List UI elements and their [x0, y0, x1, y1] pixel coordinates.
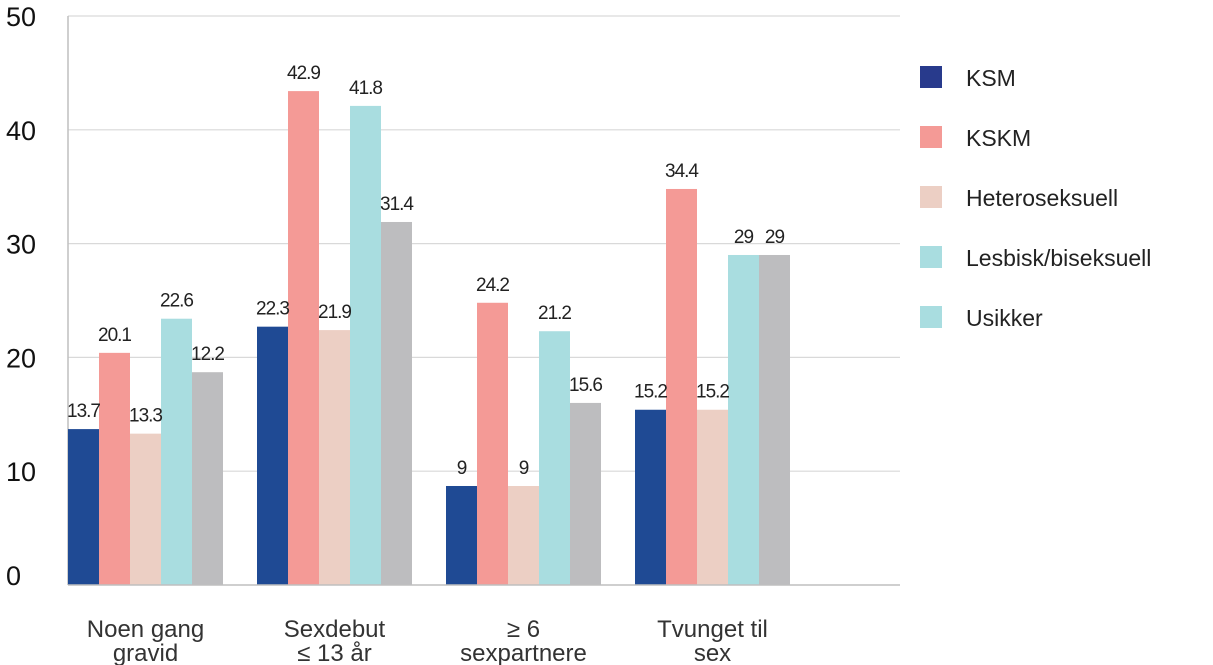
- data-label: 31.4: [380, 194, 414, 215]
- data-label: 9: [519, 458, 529, 479]
- data-label: 22.6: [160, 291, 193, 312]
- data-label: 24.2: [476, 275, 509, 296]
- data-label: 13.7: [67, 401, 100, 422]
- data-label: 21.9: [318, 302, 351, 323]
- bar-ksm-0: [68, 429, 99, 585]
- data-label: 22.3: [256, 299, 289, 320]
- bar-heteroseksuell-1: [319, 330, 350, 585]
- legend-swatch: [920, 126, 942, 148]
- x-category-line: sexpartnere: [460, 640, 587, 665]
- bar-ksm-1: [257, 326, 288, 585]
- bar-lesbisk-biseksuell-3: [728, 254, 759, 586]
- bar-usikker-2: [570, 402, 601, 585]
- data-label: 15.6: [569, 375, 602, 396]
- data-label: 42.9: [287, 63, 320, 84]
- legend-swatch: [920, 246, 942, 268]
- bar-lesbisk-biseksuell-0: [161, 318, 192, 585]
- x-category-label: Noen gang gravid: [87, 616, 204, 665]
- y-tick-label: 20: [6, 343, 36, 373]
- bar-lesbisk-biseksuell-1: [350, 105, 381, 585]
- x-category-label: Tvunget til sex: [657, 616, 768, 665]
- x-category-line: Noen gang: [87, 616, 204, 643]
- bar-heteroseksuell-2: [508, 485, 539, 585]
- y-axis: 0 10 20 30 40 50: [6, 2, 69, 591]
- data-label: 29: [734, 227, 754, 248]
- y-tick-label: 40: [6, 116, 36, 146]
- data-labels: 13.7 20.1 13.3 22.6 12.2 22.3 42.9 21.9 41.8 31.4…: [67, 63, 785, 479]
- data-label: 12.2: [191, 344, 224, 365]
- bar-lesbisk-biseksuell-2: [539, 331, 570, 585]
- legend-label: Heteroseksuell: [966, 185, 1118, 211]
- x-category-line: gravid: [113, 640, 178, 665]
- bar-ksm-3: [635, 409, 666, 585]
- x-category-line: Sexdebut: [284, 616, 386, 643]
- x-category-label: Sexdebut ≤ 13 år: [284, 616, 386, 665]
- x-category-line: Tvunget til: [657, 616, 768, 643]
- legend-swatch: [920, 306, 942, 328]
- bar-ksm-2: [446, 485, 477, 585]
- y-tick-label: 0: [6, 561, 21, 591]
- legend-swatch: [920, 186, 942, 208]
- bar-heteroseksuell-3: [697, 409, 728, 585]
- data-label: 15.2: [696, 382, 729, 403]
- legend-label: Lesbisk/biseksuell: [966, 245, 1151, 271]
- bar-kskm-3: [666, 188, 697, 585]
- x-category-label: ≥ 6 sexpartnere: [460, 616, 587, 665]
- legend-swatch: [920, 66, 942, 88]
- legend-label: KSM: [966, 65, 1016, 91]
- bar-heteroseksuell-0: [130, 433, 161, 585]
- legend-label: Usikker: [966, 305, 1043, 331]
- data-label: 21.2: [538, 303, 571, 324]
- bar-kskm-1: [288, 91, 319, 585]
- data-label: 41.8: [349, 78, 382, 99]
- y-tick-label: 50: [6, 2, 36, 32]
- legend-label: KSKM: [966, 125, 1031, 151]
- x-axis: Noen gang gravid Sexdebut ≤ 13 år ≥ 6 sexpart…: [68, 584, 900, 665]
- x-category-line: sex: [694, 640, 731, 665]
- data-label: 34.4: [665, 161, 699, 182]
- x-category-line: ≥ 6: [507, 616, 540, 643]
- y-tick-label: 10: [6, 457, 36, 487]
- legend: KSM KSKM Heteroseksuell Lesbisk/biseksuell U…: [920, 65, 1151, 331]
- bar-usikker-0: [192, 372, 223, 585]
- data-label: 20.1: [98, 325, 131, 346]
- data-label: 13.3: [129, 406, 162, 427]
- bar-kskm-2: [477, 302, 508, 585]
- x-category-line: ≤ 13 år: [297, 640, 372, 665]
- bars: [68, 91, 790, 586]
- bar-usikker-1: [381, 221, 412, 585]
- bar-usikker-3: [759, 254, 790, 586]
- y-tick-label: 30: [6, 230, 36, 260]
- data-label: 9: [457, 458, 467, 479]
- bar-kskm-0: [99, 352, 130, 585]
- data-label: 29: [765, 227, 785, 248]
- data-label: 15.2: [634, 382, 667, 403]
